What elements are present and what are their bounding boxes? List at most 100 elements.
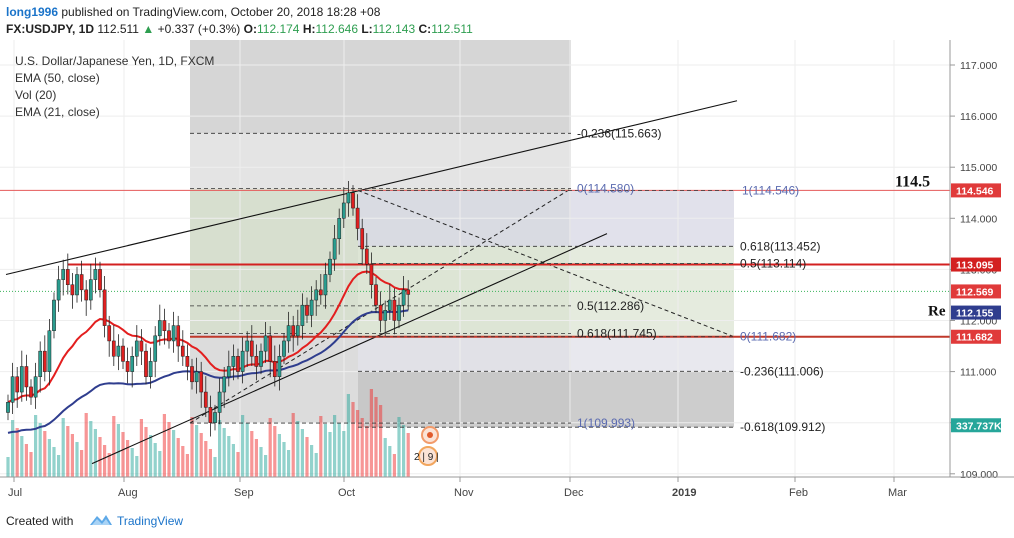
- candle-body: [107, 325, 112, 342]
- price-badge-label: 112.569: [956, 286, 994, 298]
- chart-header: long1996 published on TradingView.com, O…: [0, 0, 1014, 40]
- legend-ema50[interactable]: EMA (50, close): [15, 71, 100, 85]
- price-axis[interactable]: 117.000116.000115.000114.000113.000112.0…: [949, 40, 1014, 481]
- legend-title: U.S. Dollar/Japanese Yen, 1D, FXCM: [15, 54, 215, 68]
- price-chart[interactable]: -0.236(115.663) 0(114.580) 1(114.546) 0.618…: [0, 40, 1014, 505]
- volume-bar: [218, 420, 222, 477]
- volume-bar: [98, 437, 102, 477]
- volume-bar: [29, 452, 33, 477]
- fib-label: 0(111.682): [740, 330, 796, 344]
- candle-body: [305, 304, 309, 316]
- volume-bar: [103, 445, 107, 477]
- close-label: C:: [418, 22, 432, 36]
- volume-bar: [397, 417, 401, 477]
- close-value: 112.511: [431, 22, 473, 36]
- volume-bar: [268, 418, 272, 477]
- volume-bar: [34, 415, 38, 477]
- volume-bar: [66, 426, 70, 477]
- volume-bar: [61, 418, 65, 477]
- candle-body: [38, 350, 43, 377]
- volume-bar: [264, 455, 268, 477]
- time-tick-label: Sep: [234, 487, 254, 499]
- volume-bar: [144, 427, 148, 477]
- candle-body: [231, 356, 236, 367]
- candle-body: [213, 412, 217, 423]
- footer: Created with TradingView: [0, 505, 1014, 538]
- volume-bar: [149, 435, 153, 477]
- price-badge-label: 113.095: [956, 260, 994, 272]
- candle-body: [383, 310, 388, 321]
- quote-line: FX:USDJPY, 1D 112.511 ▲ +0.337 (+0.3%) O…: [6, 22, 473, 36]
- candle-body: [332, 238, 337, 260]
- candle-body: [56, 279, 61, 301]
- tradingview-logo-icon[interactable]: [88, 511, 114, 529]
- event-icon-label: 2 | 9 |: [414, 452, 439, 463]
- lower-channel-line: [91, 233, 608, 465]
- volume-bar: [259, 447, 263, 477]
- time-tick-label: Feb: [789, 487, 808, 499]
- candle-body: [134, 340, 139, 357]
- candle-body: [144, 350, 148, 377]
- candle-body: [24, 366, 29, 388]
- volume-bar: [305, 437, 309, 477]
- candle-body: [355, 207, 360, 229]
- candle-body: [93, 269, 98, 280]
- volume-bar: [291, 413, 295, 477]
- price-tick-label: 115.000: [960, 162, 997, 174]
- legend-volume[interactable]: Vol (20): [15, 88, 57, 102]
- time-tick-label: Nov: [454, 487, 474, 499]
- time-axis[interactable]: Jul Aug Sep Oct Nov Dec 2019 Feb Mar: [0, 476, 1014, 499]
- volume-bar: [392, 454, 396, 477]
- volume-bar: [162, 414, 166, 477]
- annotations: 114.5 Re 2 | 9 |: [414, 173, 946, 466]
- candle-body: [314, 289, 319, 301]
- volume-bar: [314, 453, 318, 477]
- price-badge: [951, 183, 1001, 198]
- volume-bar: [204, 441, 208, 477]
- volume-bar: [402, 425, 406, 477]
- volume-bar: [158, 451, 162, 477]
- volume-bar: [337, 423, 341, 477]
- time-tick-label: Oct: [338, 487, 355, 499]
- time-tick-label: Aug: [118, 487, 138, 499]
- fib-label: 0(114.580): [577, 182, 634, 196]
- author-name[interactable]: long1996: [6, 5, 59, 19]
- time-tick-label: 2019: [672, 487, 696, 499]
- volume-bar: [254, 439, 258, 477]
- volume-bars: [6, 389, 410, 477]
- open-value: 112.174: [256, 22, 300, 36]
- candle-body: [282, 340, 286, 357]
- fib2-zone-bottom: [358, 371, 734, 428]
- volume-bar: [121, 432, 125, 477]
- volume-bar: [11, 420, 15, 477]
- fib-trend-dashed: [189, 188, 572, 424]
- volume-bar: [222, 428, 226, 477]
- ema-lines: [7, 270, 409, 434]
- candle-body: [185, 356, 190, 367]
- price-tick-label: 114.000: [960, 213, 997, 225]
- volume-bar: [89, 421, 93, 477]
- price-badge-label: 111.682: [956, 332, 993, 344]
- legend-ema21[interactable]: EMA (21, close): [15, 105, 100, 119]
- candle-body: [318, 289, 323, 296]
- candle-body: [286, 325, 291, 342]
- candle-body: [102, 289, 107, 326]
- candle-body: [75, 274, 79, 296]
- candle-body: [98, 269, 102, 291]
- volume-bar: [388, 446, 392, 477]
- tradingview-brand-link[interactable]: TradingView: [117, 514, 184, 528]
- volume-bar: [282, 442, 286, 477]
- volume-bar: [167, 422, 171, 477]
- volume-bar: [241, 415, 245, 477]
- volume-bar: [406, 433, 410, 477]
- candle-body: [364, 248, 369, 265]
- volume-bar: [374, 397, 378, 477]
- volume-bar: [319, 416, 323, 477]
- candle-body: [295, 325, 300, 337]
- candle-body: [116, 345, 121, 357]
- candle-body: [19, 366, 24, 393]
- candle-body: [6, 402, 10, 413]
- volume-bar: [112, 416, 116, 477]
- candle-body: [208, 407, 213, 423]
- candle-body: [374, 284, 378, 306]
